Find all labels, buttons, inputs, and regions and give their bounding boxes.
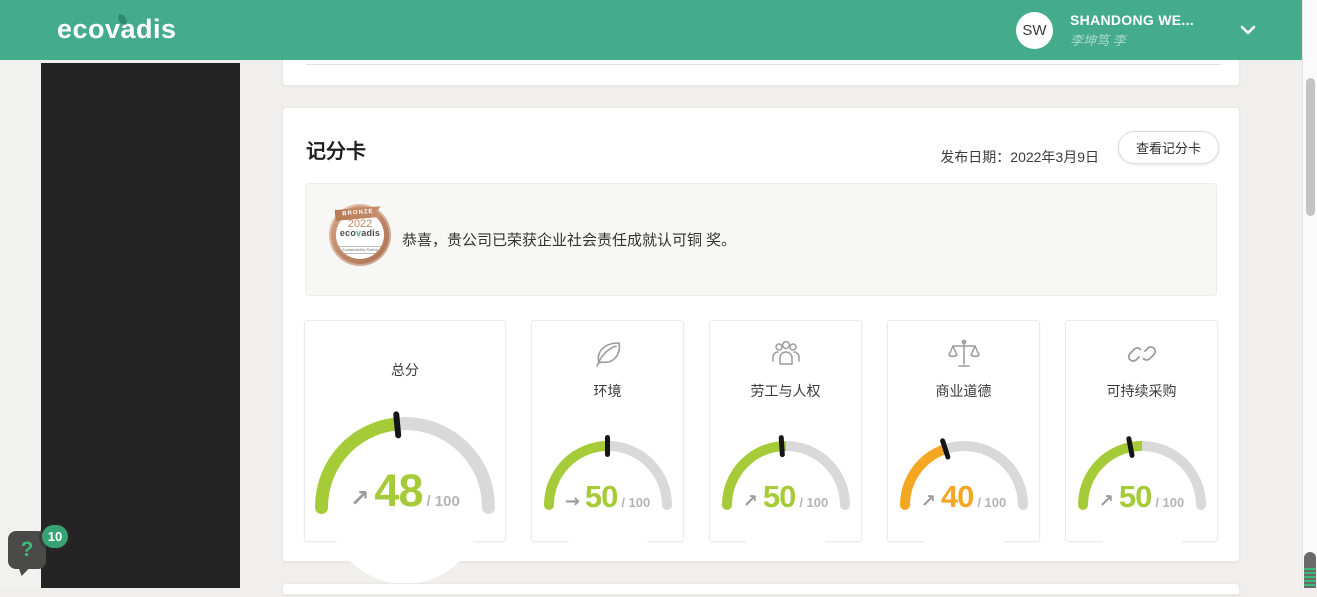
leaf-icon [591, 336, 625, 372]
bronze-medal-badge: 2022 ecovadis Sustainability Rating BRON… [329, 204, 391, 266]
gauge-score: ↗ 50/ 100 [710, 479, 861, 515]
score-value: 50 [762, 479, 796, 514]
left-gutter [0, 60, 41, 588]
question-mark-icon: ? [20, 538, 34, 561]
gauge-needle [778, 434, 785, 458]
gauge-arc [721, 434, 850, 569]
company-name: SHANDONG WE... [1070, 11, 1194, 28]
gauge-label: 环境 [593, 383, 622, 399]
link-icon [1125, 336, 1159, 372]
score-value: 50 [1118, 479, 1152, 514]
gauge-needle [605, 435, 610, 457]
trend-up-icon: ↗ [920, 491, 936, 512]
people-icon [768, 336, 804, 372]
award-banner: 2022 ecovadis Sustainability Rating BRON… [305, 183, 1217, 296]
trend-flat-icon: → [564, 491, 580, 512]
gauge-card-2: 劳工与人权 ↗ 50/ 100 [709, 320, 862, 569]
chevron-down-icon[interactable] [1240, 25, 1256, 35]
scales-icon [946, 336, 982, 372]
scorecard-title: 记分卡 [306, 141, 366, 163]
scrollbar-marker-stripes [1304, 568, 1316, 588]
gauges-row: 总分 ↗ 48/ 100 环境 → 50/ 100 劳工与人权 ↗ 50/ 100 商业道德 ↗ 40… [304, 320, 1218, 597]
publish-date: 发布日期：2022年3月9日 [940, 149, 1099, 165]
trend-up-icon: ↗ [1098, 491, 1114, 512]
gauge-card-1: 环境 → 50/ 100 [531, 320, 684, 569]
user-subtitle: 李坤笃 李 [1070, 32, 1126, 48]
scrollbar-track[interactable] [1302, 0, 1317, 588]
gauge-label: 商业道德 [935, 383, 992, 399]
score-value: 48 [374, 465, 423, 516]
help-button[interactable]: ? [8, 531, 46, 569]
medal-year: 2022 [347, 218, 373, 230]
score-value: 50 [584, 479, 618, 514]
gauge-arc [899, 435, 1028, 569]
gauge-score: ↗ 50/ 100 [1066, 479, 1217, 515]
previous-section-divider [306, 64, 1221, 65]
gauge-score: ↗ 48/ 100 [305, 465, 505, 517]
score-max: / 100 [426, 493, 460, 510]
help-notification-badge: 10 [42, 525, 68, 548]
user-menu[interactable]: SW SHANDONG WE... 李坤笃 李 [1016, 0, 1256, 60]
user-name-block: SHANDONG WE... 李坤笃 李 [1070, 12, 1194, 49]
score-max: / 100 [799, 495, 829, 510]
scrollbar-bottom-marker[interactable] [1304, 552, 1316, 588]
gauge-arc [543, 435, 672, 569]
help-widget[interactable]: ? 10 [8, 525, 68, 576]
gauge-score: → 50/ 100 [532, 479, 683, 515]
gauge-score: ↗ 40/ 100 [888, 479, 1039, 515]
score-max: / 100 [977, 495, 1007, 510]
next-section-card [282, 583, 1240, 595]
avatar[interactable]: SW [1016, 11, 1054, 49]
sidebar-overlay [41, 63, 240, 588]
gauge-card-4: 可持续采购 ↗ 50/ 100 [1065, 320, 1218, 569]
score-max: / 100 [1155, 495, 1185, 510]
scorecard-card: 记分卡 发布日期：2022年3月9日 查看记分卡 2022 ecovadis S… [282, 107, 1240, 597]
trend-up-icon: ↗ [742, 491, 758, 512]
score-value: 40 [940, 479, 974, 514]
gauge-card-3: 商业道德 ↗ 40/ 100 [887, 320, 1040, 569]
medal-brand: ecovadis [339, 228, 381, 238]
gauge-label: 可持续采购 [1106, 383, 1177, 399]
app-header: ecovadis SW SHANDONG WE... 李坤笃 李 [0, 0, 1302, 60]
gauge-card-0: 总分 ↗ 48/ 100 [304, 320, 506, 597]
view-scorecard-button[interactable]: 查看记分卡 [1118, 131, 1219, 164]
trend-up-icon: ↗ [350, 486, 370, 512]
scrollbar-thumb[interactable] [1306, 78, 1315, 216]
medal-subtitle: Sustainability Rating [338, 246, 382, 254]
gauge-label: 总分 [391, 362, 419, 378]
score-max: / 100 [621, 495, 651, 510]
award-message: 恭喜，贵公司已荣获企业社会责任成就认可铜 奖。 [402, 232, 737, 249]
gauge-arc [315, 411, 495, 597]
gauge-label: 劳工与人权 [750, 383, 821, 399]
ecovadis-logo: ecovadis [57, 14, 177, 44]
gauge-arc [1077, 435, 1206, 569]
gauge-needle [392, 411, 402, 439]
